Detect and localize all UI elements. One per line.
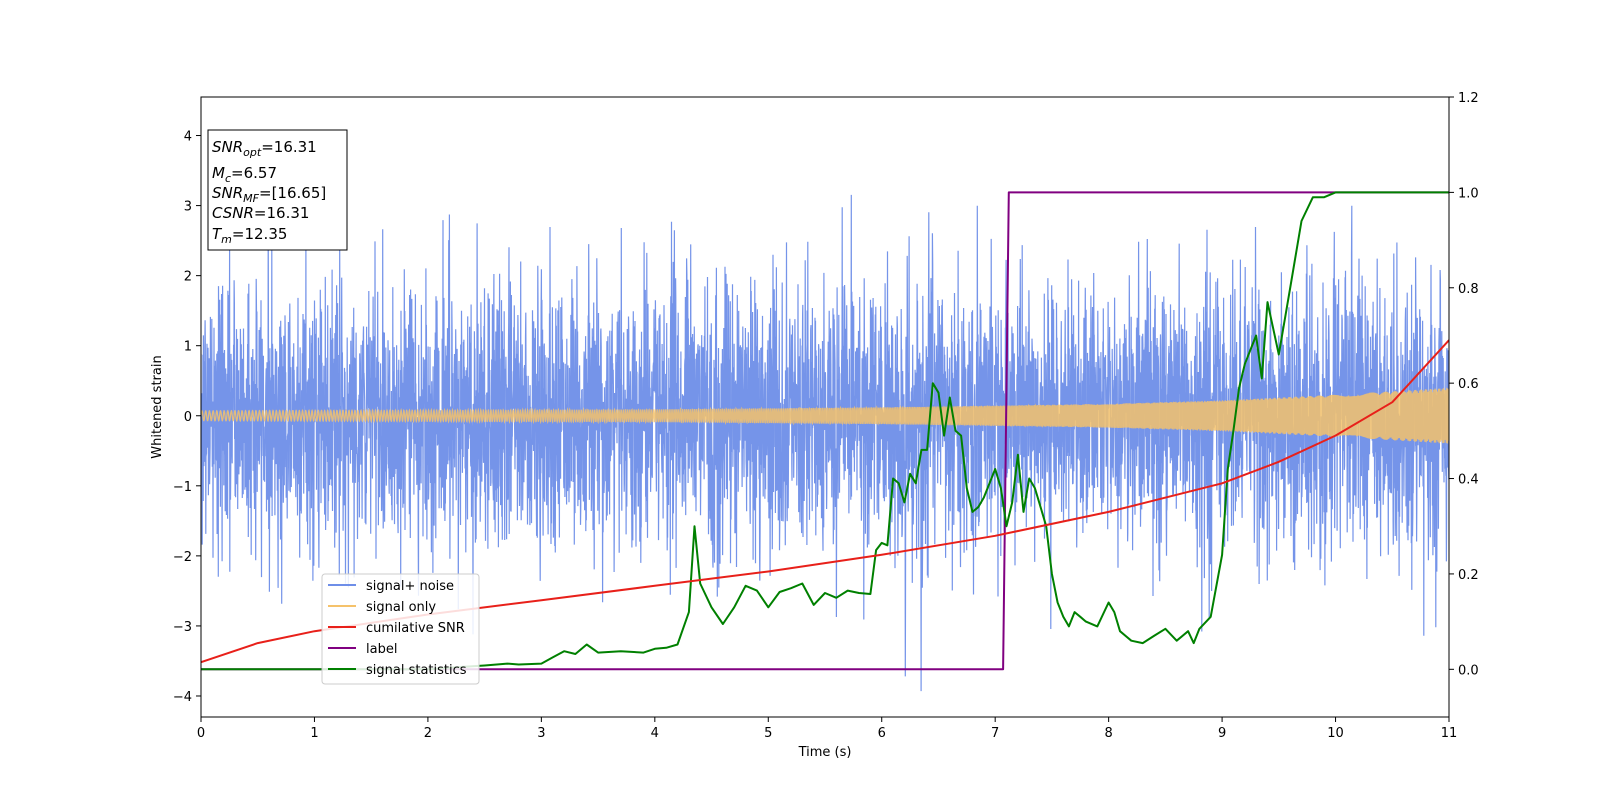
- y-tick-label: 2: [184, 270, 192, 285]
- x-tick-label: 11: [1441, 726, 1458, 741]
- y2-tick-label: 0.4: [1458, 473, 1479, 488]
- x-tick-label: 5: [764, 726, 772, 741]
- legend-label-label: label: [366, 642, 397, 657]
- info-line-tm: Tm=12.35: [212, 225, 287, 246]
- x-axis-label: Time (s): [798, 745, 852, 760]
- signal-only-line: [201, 387, 1449, 444]
- y2-tick-label: 0.0: [1458, 663, 1479, 678]
- plot-frame: [200, 96, 1450, 718]
- x-tick-label: 1: [310, 726, 318, 741]
- y-tick-label: −4: [173, 690, 192, 705]
- y2-tick-label: 0.6: [1458, 377, 1479, 392]
- info-line-csnr: CSNR=16.31: [212, 204, 309, 222]
- y2-tick-label: 1.0: [1458, 186, 1479, 201]
- y-tick-label: −2: [173, 550, 192, 565]
- y-tick-label: −3: [173, 620, 192, 635]
- info-box: SNRopt=16.31 Mc=6.57 SNRMF=[16.65] CSNR=…: [207, 129, 348, 251]
- x-axis: 0 1 2 3 4 5 6 7 8 9 10 11: [197, 717, 1457, 741]
- info-line-snr-mf: SNRMF=[16.65]: [212, 184, 326, 205]
- x-tick-label: 3: [537, 726, 545, 741]
- info-box-frame: [207, 129, 348, 251]
- x-tick-label: 2: [424, 726, 432, 741]
- label-line: [201, 191, 1449, 671]
- x-tick-label: 0: [197, 726, 205, 741]
- y-axis-left: −4 −3 −2 −1 0 1 2 3 4: [173, 130, 201, 705]
- y-tick-label: 4: [184, 130, 192, 145]
- y-axis-right: 0.0 0.2 0.4 0.6 0.8 1.0 1.2: [1449, 91, 1479, 678]
- x-tick-label: 4: [651, 726, 659, 741]
- signal-only-series: [201, 387, 1449, 444]
- legend: signal+ noise signal only cumilative SNR…: [321, 573, 480, 685]
- y-tick-label: 1: [184, 340, 192, 355]
- x-tick-label: 7: [991, 726, 999, 741]
- legend-label-signal-only: signal only: [366, 600, 436, 615]
- legend-label-signal-statistics: signal statistics: [366, 663, 467, 678]
- legend-frame: [321, 573, 480, 685]
- y2-tick-label: 1.2: [1458, 91, 1479, 106]
- x-tick-label: 10: [1327, 726, 1344, 741]
- y-tick-label: 3: [184, 200, 192, 215]
- legend-label-signal-noise: signal+ noise: [366, 579, 454, 594]
- y2-tick-label: 0.8: [1458, 282, 1479, 297]
- x-tick-label: 8: [1104, 726, 1112, 741]
- y2-tick-label: 0.2: [1458, 568, 1479, 583]
- y-tick-label: 0: [184, 410, 192, 425]
- info-line-mc: Mc=6.57: [212, 164, 277, 185]
- info-line-snr-opt: SNRopt=16.31: [212, 138, 317, 159]
- x-tick-label: 9: [1218, 726, 1226, 741]
- y-tick-label: −1: [173, 480, 192, 495]
- signal-statistics-line: [201, 191, 1449, 671]
- x-tick-label: 6: [878, 726, 886, 741]
- y-axis-label: Whitened strain: [150, 355, 165, 458]
- legend-label-cumulative-snr: cumilative SNR: [366, 621, 465, 636]
- plot-area: [201, 191, 1449, 692]
